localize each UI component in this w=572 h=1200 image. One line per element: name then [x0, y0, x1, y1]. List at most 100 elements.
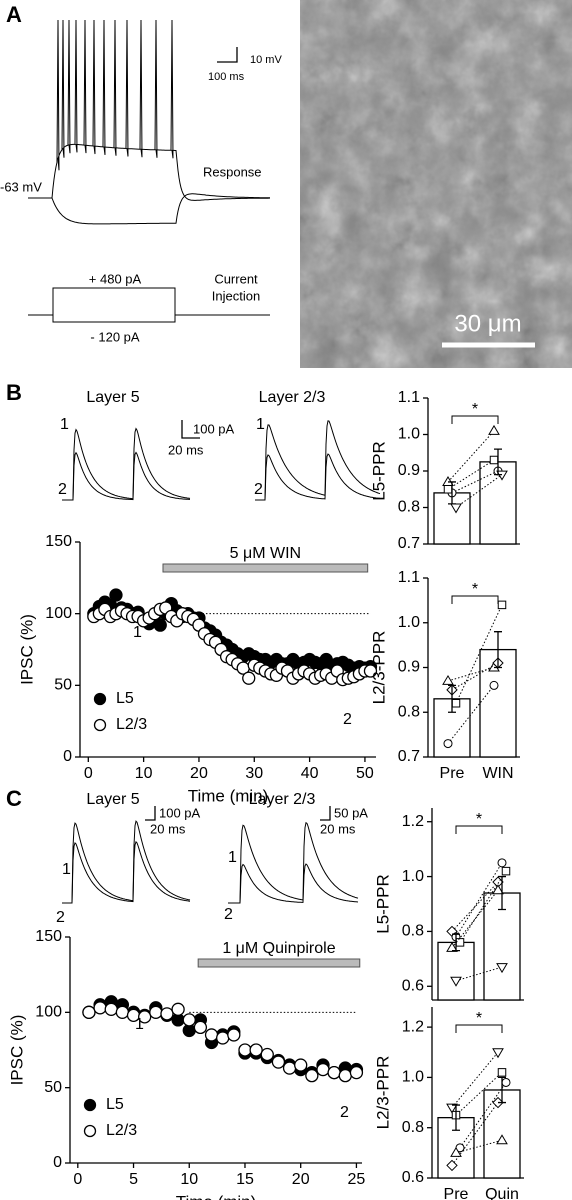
pair-marker: [446, 941, 458, 952]
data-point: [294, 1058, 308, 1072]
x-tick-label: Quin: [485, 1186, 519, 1200]
pair-marker: [501, 866, 511, 876]
scale-bar: [320, 806, 331, 821]
step-label: + 480 pA: [89, 271, 142, 286]
bar: [479, 461, 517, 545]
legend-label: L5: [106, 1096, 124, 1113]
y-tick-label: 150: [35, 928, 62, 945]
pair-marker: [497, 858, 507, 868]
step-label: - 120 pA: [90, 329, 139, 344]
x-tick-label: 50: [356, 765, 374, 782]
y-tick-label: 1.2: [402, 813, 424, 830]
pair-marker: [488, 424, 500, 435]
significance-bracket: [455, 1024, 503, 1033]
legend-marker: [83, 1098, 97, 1112]
current-traces: [62, 820, 359, 904]
pair-marker: [492, 1048, 504, 1059]
pair-marker: [443, 485, 453, 494]
trace-label: 1: [60, 416, 69, 433]
y-tick-label: 1.0: [398, 426, 420, 443]
significance-label: *: [472, 401, 478, 418]
scale-bar: [181, 420, 200, 439]
psc-trace: [62, 820, 191, 904]
pair-line: [447, 430, 495, 483]
pair-marker: [450, 976, 462, 987]
data-point: [349, 1065, 364, 1080]
y-tick-label: 0: [63, 748, 72, 765]
data-point: [227, 1028, 241, 1042]
pair-line: [459, 870, 507, 943]
scale-bar: [217, 47, 238, 63]
treatment-label: 5 μM WIN: [230, 545, 301, 562]
significance-label: *: [476, 1010, 482, 1027]
data-point: [338, 1068, 352, 1083]
data-point: [138, 1010, 152, 1024]
significance-bracket: [455, 825, 503, 834]
scale-label: 100 ms: [208, 71, 245, 83]
x-tick-label: 0: [84, 765, 93, 782]
micrograph-texture: [300, 0, 572, 368]
pair-marker: [489, 455, 499, 465]
data-point: [242, 671, 256, 685]
treatment-bar: [197, 958, 361, 968]
trace-title: Layer 2/3: [249, 791, 316, 808]
y-tick-label: 1.1: [398, 389, 420, 406]
trace-title: Layer 2/3: [259, 389, 326, 406]
error-bar: [498, 875, 506, 911]
data-point: [327, 1065, 341, 1080]
trace-label: 2: [58, 481, 67, 498]
psc-trace: [255, 420, 381, 501]
legend-marker: [93, 692, 107, 706]
pair-line: [455, 474, 503, 508]
trace-label: 1: [228, 849, 237, 866]
pair-line: [455, 1139, 503, 1154]
injection-label: Current: [214, 271, 258, 286]
x-tick-label: Pre: [440, 765, 465, 782]
y-axis-label: IPSC (%): [7, 1015, 26, 1086]
x-tick-label: WIN: [482, 765, 513, 782]
y-tick-label: 150: [45, 533, 72, 550]
legend-label: L2/3: [106, 1122, 137, 1139]
y-axis-label: L2/3-PPR: [373, 1056, 392, 1130]
data-point: [282, 1061, 297, 1075]
pair-marker: [492, 884, 504, 895]
y-tick-label: 0.9: [398, 659, 420, 676]
y-axis-label: L5-PPR: [369, 441, 388, 501]
trace-title: Layer 5: [86, 389, 139, 406]
error-bar: [494, 448, 502, 476]
pair-marker: [455, 938, 465, 947]
pair-marker: [501, 1077, 511, 1087]
pair-marker: [489, 680, 499, 690]
bar: [437, 941, 475, 1001]
pair-marker: [450, 1146, 462, 1157]
y-axis-label: L2/3-PPR: [369, 631, 388, 705]
y-axis-label: IPSC (%): [17, 614, 36, 685]
data-point: [104, 1002, 118, 1016]
scale-label: 20 ms: [320, 821, 356, 836]
annotation: 2: [343, 711, 352, 728]
trace-label: 2: [56, 909, 65, 926]
y-tick-label: 0.6: [402, 1169, 424, 1186]
pair-marker: [442, 674, 454, 685]
x-tick-label: 0: [73, 1171, 82, 1188]
trace-label: 1: [256, 416, 265, 433]
x-tick-label: 25: [348, 1171, 366, 1188]
x-tick-label: 20: [292, 1171, 310, 1188]
significance-bracket: [451, 595, 499, 604]
legend-label: L2/3: [116, 716, 147, 733]
pair-marker: [451, 699, 461, 708]
data-point: [160, 1007, 174, 1021]
trace-title: Layer 5: [86, 791, 139, 808]
x-tick-label: 30: [245, 765, 263, 782]
y-tick-label: 1.0: [402, 868, 424, 885]
data-point: [305, 1068, 319, 1083]
pair-marker: [497, 600, 507, 610]
y-tick-label: 0.8: [398, 499, 420, 516]
response-label: Response: [203, 164, 262, 179]
pair-marker: [496, 470, 508, 481]
data-point: [238, 1043, 252, 1057]
y-tick-label: 1.1: [398, 569, 420, 586]
y-tick-label: 1.2: [402, 1018, 424, 1035]
y-tick-label: 0.9: [398, 462, 420, 479]
